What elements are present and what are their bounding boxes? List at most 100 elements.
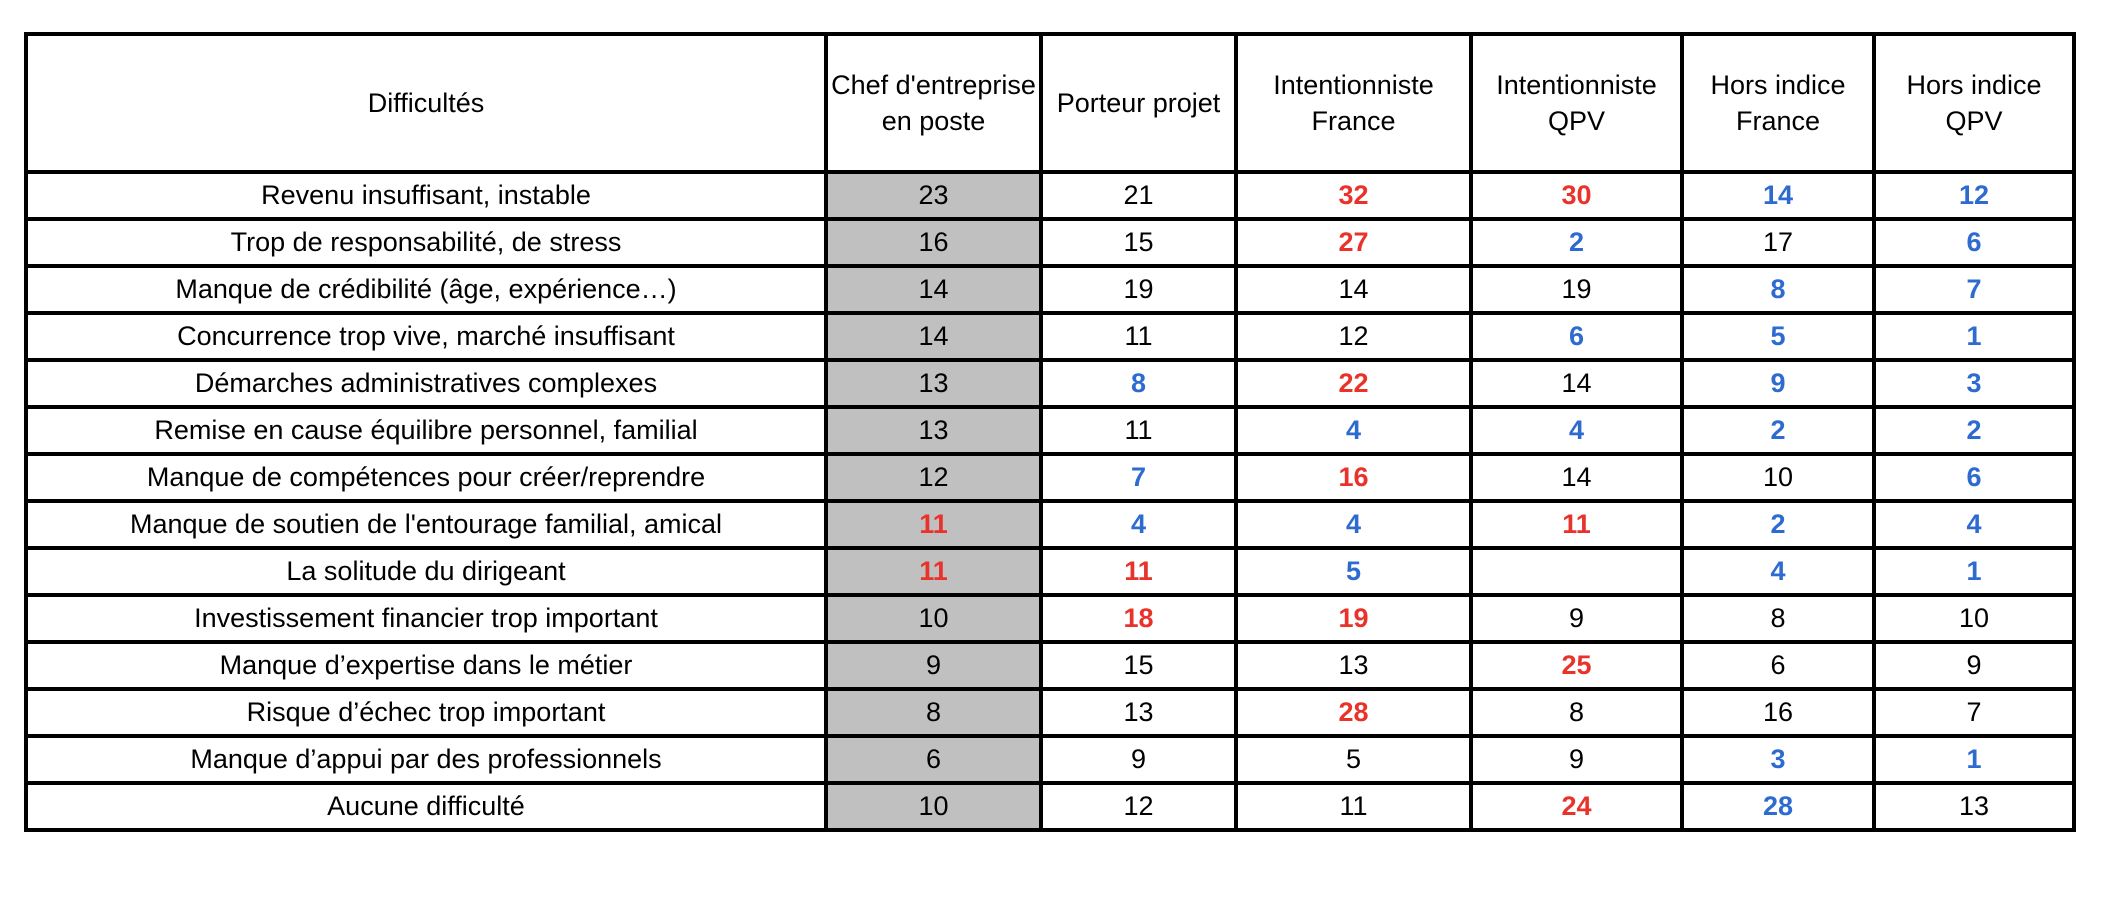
- table-cell: 24: [1469, 781, 1684, 832]
- column-header: Porteur projet: [1039, 32, 1238, 174]
- table-cell: 13: [824, 405, 1043, 456]
- table-cell: 4: [1469, 405, 1684, 456]
- table-cell: 9: [1469, 593, 1684, 644]
- table-cell: 8: [1680, 264, 1876, 315]
- table-cell: 2: [1872, 405, 2076, 456]
- table-cell: 3: [1872, 358, 2076, 409]
- column-header: Intentionniste QPV: [1469, 32, 1684, 174]
- row-label: Aucune difficulté: [24, 781, 828, 832]
- table-cell: 14: [824, 264, 1043, 315]
- table-cell: 16: [824, 217, 1043, 268]
- table-cell: 14: [1469, 452, 1684, 503]
- table-cell: 5: [1680, 311, 1876, 362]
- table-cell: 28: [1680, 781, 1876, 832]
- column-header-difficultes: Difficultés: [24, 32, 828, 174]
- table-row: Risque d’échec trop important 8 13 28 8 16 7: [24, 687, 2076, 738]
- table-cell: 14: [1234, 264, 1473, 315]
- row-label: Manque de soutien de l'entourage familia…: [24, 499, 828, 550]
- table-cell: 7: [1039, 452, 1238, 503]
- table-cell: 11: [1469, 499, 1684, 550]
- row-label: Investissement financier trop important: [24, 593, 828, 644]
- row-label: Démarches administratives complexes: [24, 358, 828, 409]
- table-cell: 17: [1680, 217, 1876, 268]
- table-cell: 30: [1469, 170, 1684, 221]
- table-cell: 9: [1039, 734, 1238, 785]
- table-cell: 8: [1039, 358, 1238, 409]
- table-cell: 16: [1680, 687, 1876, 738]
- row-label: Manque de crédibilité (âge, expérience…): [24, 264, 828, 315]
- table-cell: 12: [1039, 781, 1238, 832]
- table-cell: 3: [1680, 734, 1876, 785]
- table-cell: 22: [1234, 358, 1473, 409]
- table-cell: 6: [1872, 217, 2076, 268]
- table-cell: 1: [1872, 734, 2076, 785]
- table-cell: 11: [824, 499, 1043, 550]
- row-label: Remise en cause équilibre personnel, fam…: [24, 405, 828, 456]
- table-row: La solitude du dirigeant 11 11 5 4 1: [24, 546, 2076, 597]
- table-cell: 10: [824, 593, 1043, 644]
- table-row: Revenu insuffisant, instable 23 21 32 30 14 12: [24, 170, 2076, 221]
- table-cell: 13: [1039, 687, 1238, 738]
- table-cell: 2: [1680, 405, 1876, 456]
- row-label: La solitude du dirigeant: [24, 546, 828, 597]
- row-label: Risque d’échec trop important: [24, 687, 828, 738]
- table-cell: 9: [824, 640, 1043, 691]
- table-row: Manque de compétences pour créer/reprend…: [24, 452, 2076, 503]
- table-cell: 9: [1680, 358, 1876, 409]
- table-cell: 1: [1872, 311, 2076, 362]
- table-row: Démarches administratives complexes 13 8 22…: [24, 358, 2076, 409]
- table-cell: 11: [1039, 546, 1238, 597]
- column-header: Intentionniste France: [1234, 32, 1473, 174]
- table-cell: 7: [1872, 264, 2076, 315]
- table-cell: 9: [1872, 640, 2076, 691]
- table-cell: 4: [1234, 405, 1473, 456]
- table-row: Remise en cause équilibre personnel, fam…: [24, 405, 2076, 456]
- table-row: Manque de soutien de l'entourage familia…: [24, 499, 2076, 550]
- table-cell: 10: [1872, 593, 2076, 644]
- table-cell: 5: [1234, 546, 1473, 597]
- table-cell: 14: [1680, 170, 1876, 221]
- table-cell: 7: [1872, 687, 2076, 738]
- table-cell: 23: [824, 170, 1043, 221]
- table-cell: 16: [1234, 452, 1473, 503]
- table-cell: 5: [1234, 734, 1473, 785]
- table-cell: 13: [1234, 640, 1473, 691]
- table-cell: 12: [1234, 311, 1473, 362]
- table-cell: 4: [1234, 499, 1473, 550]
- row-label: Manque d’expertise dans le métier: [24, 640, 828, 691]
- table-row: Concurrence trop vive, marché insuffisan…: [24, 311, 2076, 362]
- table-cell: 15: [1039, 217, 1238, 268]
- row-label: Concurrence trop vive, marché insuffisan…: [24, 311, 828, 362]
- table-cell: 27: [1234, 217, 1473, 268]
- table-cell: 14: [824, 311, 1043, 362]
- table-row: Aucune difficulté 10 12 11 24 28 13: [24, 781, 2076, 832]
- table-cell: 9: [1469, 734, 1684, 785]
- table-cell: 21: [1039, 170, 1238, 221]
- column-header: Chef d'entreprise en poste: [824, 32, 1043, 174]
- row-label: Manque de compétences pour créer/reprend…: [24, 452, 828, 503]
- table-cell: 11: [1039, 311, 1238, 362]
- table-cell: 15: [1039, 640, 1238, 691]
- table-cell: 19: [1469, 264, 1684, 315]
- table-cell: 2: [1680, 499, 1876, 550]
- difficulties-table: Difficultés Chef d'entreprise en poste Por…: [24, 32, 2076, 832]
- table-cell: 4: [1039, 499, 1238, 550]
- table-cell: 10: [824, 781, 1043, 832]
- table-cell: 28: [1234, 687, 1473, 738]
- table-cell: [1469, 546, 1684, 597]
- table-cell: 32: [1234, 170, 1473, 221]
- row-label: Revenu insuffisant, instable: [24, 170, 828, 221]
- table-cell: 12: [824, 452, 1043, 503]
- table-cell: 4: [1872, 499, 2076, 550]
- table-cell: 6: [824, 734, 1043, 785]
- table-row: Manque d’appui par des professionnels 6 9 5…: [24, 734, 2076, 785]
- table-cell: 19: [1039, 264, 1238, 315]
- table-cell: 11: [1039, 405, 1238, 456]
- table-cell: 11: [1234, 781, 1473, 832]
- table-row: Manque d’expertise dans le métier 9 15 13 25…: [24, 640, 2076, 691]
- table-cell: 14: [1469, 358, 1684, 409]
- table-cell: 25: [1469, 640, 1684, 691]
- table-cell: 2: [1469, 217, 1684, 268]
- table-cell: 18: [1039, 593, 1238, 644]
- table-cell: 13: [824, 358, 1043, 409]
